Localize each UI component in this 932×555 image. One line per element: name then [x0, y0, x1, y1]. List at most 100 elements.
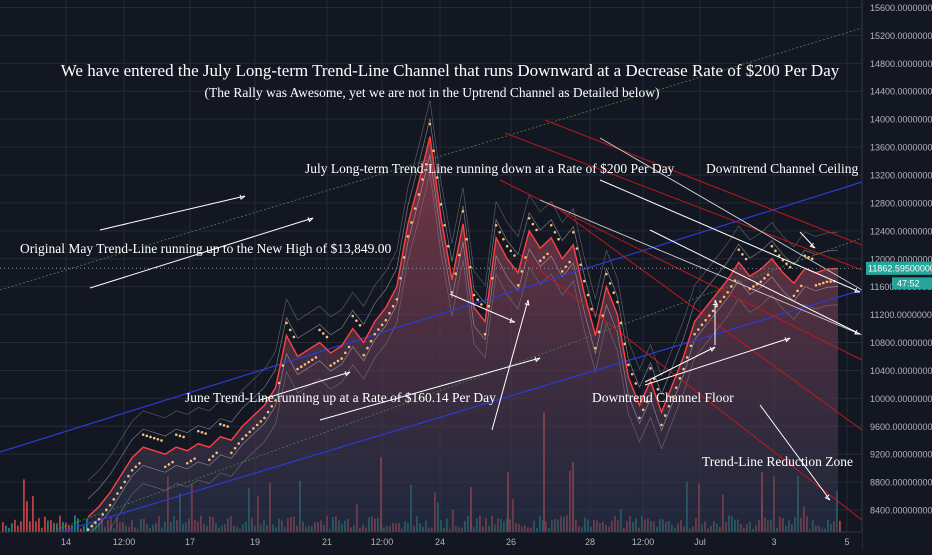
arrow-june-1-head — [344, 371, 351, 377]
sar-dot — [737, 248, 741, 251]
sar-dot — [825, 280, 829, 284]
sar-dot — [362, 353, 366, 357]
sar-dot — [182, 435, 185, 439]
y-tick-label: 8800.00000000 — [870, 478, 932, 488]
bollinger-band-line — [90, 154, 839, 532]
annotation-may-trendline: Original May Trend-Line running up to th… — [20, 241, 391, 256]
sar-dot — [149, 435, 152, 439]
y-tick-label: 14800.00000000 — [870, 59, 932, 69]
volume-bar — [2, 522, 4, 532]
x-tick-label: 12:00 — [371, 537, 394, 547]
sar-dot — [524, 256, 527, 259]
sar-dot — [439, 203, 443, 206]
sar-dot — [685, 356, 689, 359]
arrow-june-4 — [491, 299, 529, 431]
sar-dot — [200, 431, 204, 434]
downtrend-floor-2 — [559, 209, 862, 431]
sar-dot — [399, 277, 402, 280]
sar-dot — [377, 328, 380, 331]
sar-dot — [476, 298, 480, 302]
arrow-june-2 — [319, 357, 541, 421]
sar-dot — [288, 328, 292, 332]
sar-dot — [299, 365, 303, 369]
sar-dot — [421, 178, 424, 181]
sar-dot — [549, 223, 553, 227]
sar-dot — [454, 272, 457, 275]
arrow-floor-2 — [644, 337, 791, 386]
sar-dot — [649, 367, 652, 370]
price-area — [88, 136, 838, 532]
sar-dot — [156, 438, 160, 441]
sar-dot — [469, 265, 472, 269]
volume-bar — [62, 522, 64, 532]
y-tick-label: 13600.00000000 — [870, 143, 932, 153]
sar-dot — [314, 356, 318, 359]
sar-dot — [527, 216, 531, 220]
sar-dot — [344, 351, 347, 355]
sar-dot — [369, 339, 373, 343]
sar-dot — [310, 358, 314, 362]
arrow-june-2-head — [534, 356, 541, 363]
arrow-july-1-head — [854, 288, 861, 293]
sar-dot — [667, 404, 671, 408]
y-tick-label: 12400.00000000 — [870, 226, 932, 236]
sar-dot — [450, 290, 454, 294]
volume-bar — [50, 519, 52, 532]
sar-dot — [799, 284, 803, 288]
sar-dot — [774, 249, 777, 253]
y-tick-label: 13200.00000000 — [870, 171, 932, 181]
sar-dot — [355, 319, 358, 322]
arrow-july-2-head — [854, 329, 861, 335]
volume-bar — [35, 521, 37, 532]
sar-dot — [579, 263, 582, 267]
volume-bar — [56, 523, 58, 532]
sar-dot — [189, 459, 193, 463]
volume-bar — [17, 525, 19, 532]
y-tick-label: 10400.00000000 — [870, 366, 932, 376]
sar-dot — [222, 424, 226, 427]
sar-dot — [108, 503, 112, 507]
sar-dot — [174, 433, 178, 436]
sar-dot — [402, 256, 406, 259]
sar-dot — [704, 318, 707, 322]
current-price-tag: 11862.59500000 47:52 — [866, 261, 932, 290]
sar-dot — [163, 465, 167, 469]
sar-dot — [296, 367, 299, 371]
sar-dot — [594, 346, 597, 350]
sar-dot — [498, 230, 502, 234]
sar-dot — [230, 451, 233, 455]
sar-dot — [575, 247, 579, 250]
y-tick-label: 12000.00000000 — [870, 254, 932, 264]
x-tick-label: 28 — [585, 537, 595, 547]
sar-dot — [119, 486, 123, 490]
sar-dot — [424, 163, 428, 166]
time-axis[interactable] — [0, 532, 862, 550]
sar-dot — [796, 289, 799, 293]
sar-dot — [785, 262, 788, 265]
sar-dot — [233, 446, 237, 450]
chart-title: We have entered the July Long-term Trend… — [61, 61, 840, 80]
sar-dot — [634, 382, 638, 385]
sar-dot — [244, 434, 248, 437]
sar-dot — [733, 279, 737, 282]
sar-dot — [818, 282, 821, 286]
arrow-reduction — [759, 404, 831, 501]
sar-dot — [638, 416, 641, 420]
x-tick-label: 5 — [844, 537, 849, 547]
sar-dot — [266, 410, 270, 414]
sar-dot — [211, 454, 215, 458]
annotation-channel-floor: Downtrend Channel Floor — [592, 390, 734, 405]
sar-dot — [307, 360, 310, 364]
y-tick-label: 15600.00000000 — [870, 3, 932, 13]
annotation-arrows — [89, 179, 861, 501]
current-price-label: 11862.59500000 — [868, 263, 932, 273]
sar-dot — [814, 283, 818, 287]
may-trendline-lower — [48, 237, 862, 532]
sar-dot — [94, 521, 97, 524]
bollinger-bands — [87, 100, 839, 532]
sar-dot — [329, 364, 332, 367]
x-tick-label: 26 — [506, 537, 516, 547]
y-tick-label: 10000.00000000 — [870, 394, 932, 404]
sar-dot — [722, 295, 726, 299]
